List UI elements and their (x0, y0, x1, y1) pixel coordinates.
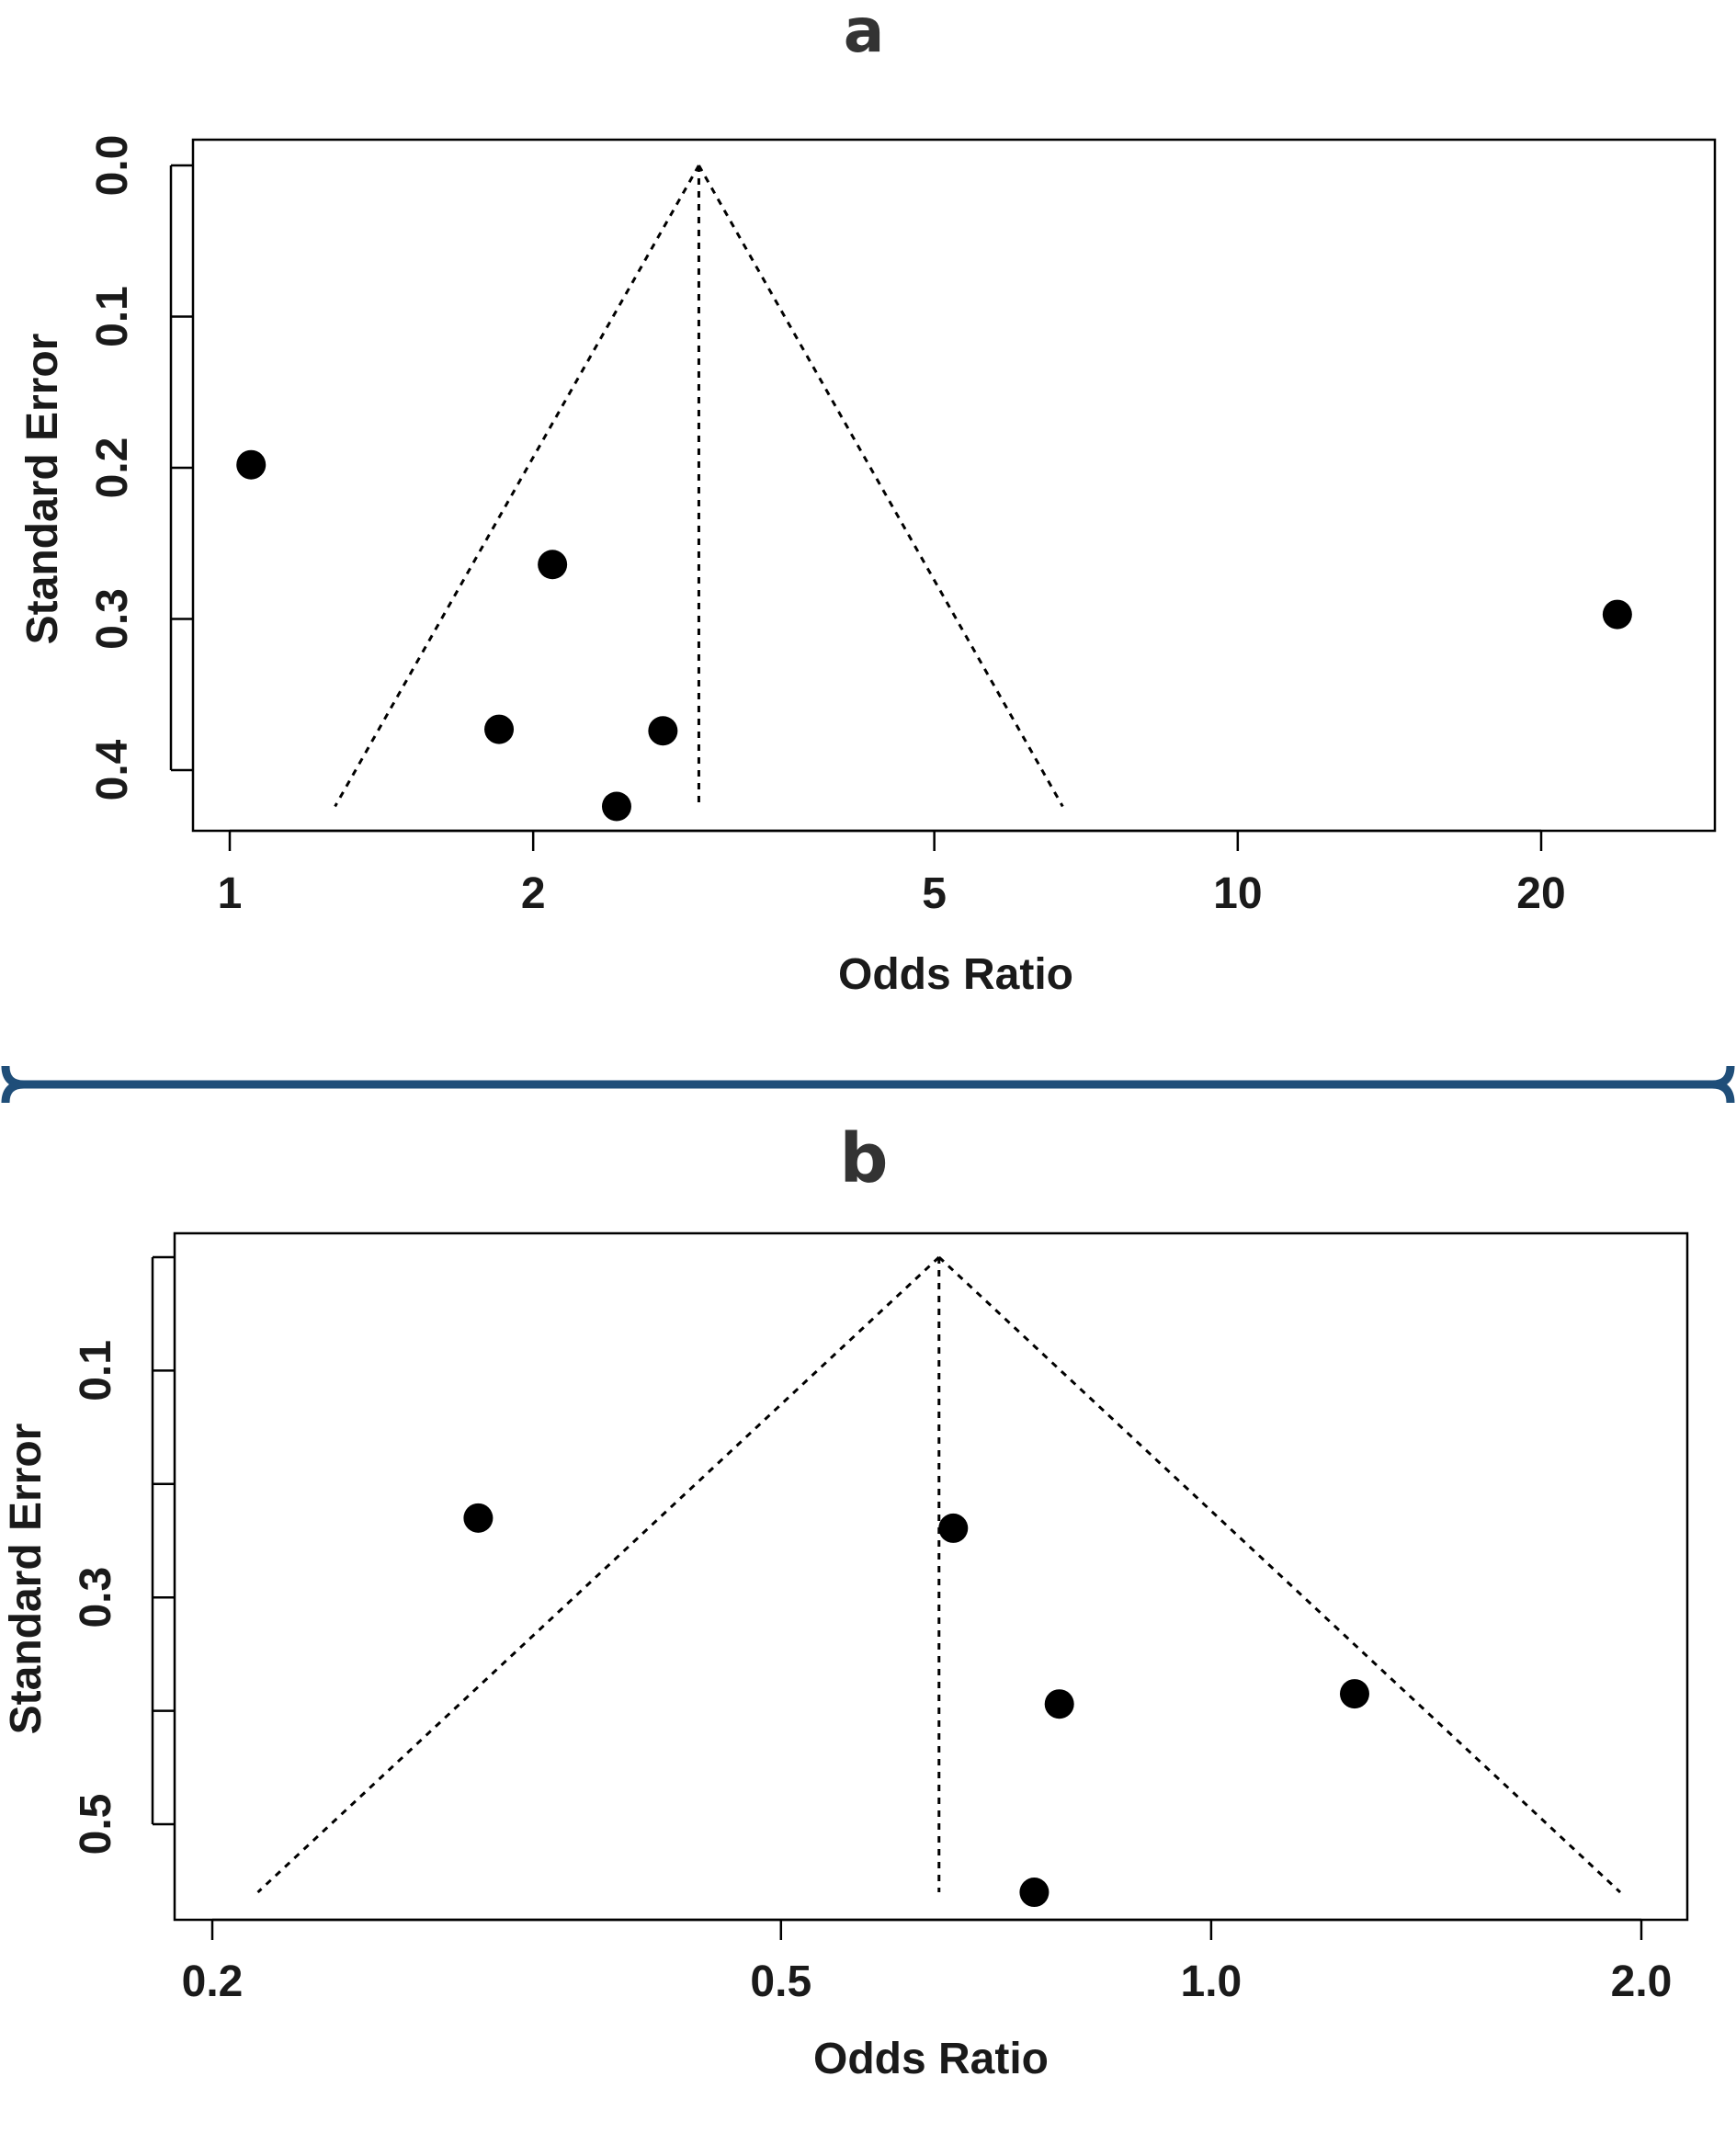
funnel-left-boundary (256, 1255, 940, 1894)
study-point (538, 550, 568, 580)
panel-b-x-axis-label: Odds Ratio (813, 2035, 1049, 2083)
panel-b-letter: b (840, 1119, 889, 1198)
y-tick-label: 0.4 (88, 739, 137, 800)
study-point (1019, 1878, 1050, 1908)
study-point (236, 449, 267, 480)
x-tick-label: 1.0 (1181, 1957, 1242, 2006)
study-point (463, 1503, 494, 1533)
panel-a-plot-frame (191, 138, 1717, 833)
panel-a-y-ticks: 0.0 0.1 0.2 0.3 0.4 (88, 135, 193, 800)
panel-a-letter: a (844, 0, 885, 66)
y-tick-label: 0.0 (88, 135, 137, 197)
y-tick-label: 0.2 (88, 437, 137, 499)
y-tick-label: 0.3 (72, 1567, 120, 1628)
panel-b-y-axis-label: Standard Error (2, 1424, 51, 1735)
funnel-right-boundary (698, 165, 1064, 808)
panel-b-funnel-plot: b 0.2 0.5 1.0 2.0 0.1 0.3 0.5 Odds Ratio Stan… (2, 1119, 1689, 2083)
panel-b-x-ticks: 0.2 0.5 1.0 2.0 (182, 1918, 1673, 2006)
x-tick-label: 0.2 (182, 1957, 244, 2006)
y-tick-label: 0.1 (88, 286, 137, 347)
panel-divider (1, 1065, 1735, 1104)
study-point (1339, 1679, 1369, 1709)
study-point (484, 714, 515, 744)
panel-b-y-ticks: 0.1 0.3 0.5 (72, 1255, 175, 1855)
panel-a-y-axis-label: Standard Error (18, 334, 67, 645)
x-tick-label: 2.0 (1611, 1957, 1673, 2006)
y-tick-label: 0.3 (88, 588, 137, 650)
study-point (648, 716, 678, 746)
panel-a-x-ticks: 1 2 5 10 20 (218, 829, 1566, 918)
funnel-right-boundary (937, 1255, 1622, 1894)
study-point (938, 1513, 969, 1543)
study-point (1044, 1689, 1074, 1719)
panel-b-marks (256, 1255, 1622, 1908)
y-tick-label: 0.5 (72, 1794, 120, 1855)
x-tick-label: 10 (1213, 869, 1262, 918)
x-tick-label: 2 (521, 869, 546, 918)
funnel-left-boundary (334, 165, 700, 808)
x-tick-label: 20 (1516, 869, 1565, 918)
panel-b-plot-frame (173, 1231, 1689, 1922)
panel-a-x-axis-label: Odds Ratio (838, 950, 1073, 999)
panel-a-marks (236, 165, 1632, 822)
x-tick-label: 5 (922, 869, 947, 918)
panel-a-funnel-plot: a 1 2 5 10 20 0.0 0.1 0.2 0.3 0.4 Odds Ratio Sta… (18, 0, 1717, 999)
x-tick-label: 0.5 (750, 1957, 811, 2006)
y-tick-label: 0.1 (72, 1340, 120, 1401)
study-point (1602, 599, 1632, 630)
study-point (601, 791, 631, 822)
x-tick-label: 1 (218, 869, 243, 918)
